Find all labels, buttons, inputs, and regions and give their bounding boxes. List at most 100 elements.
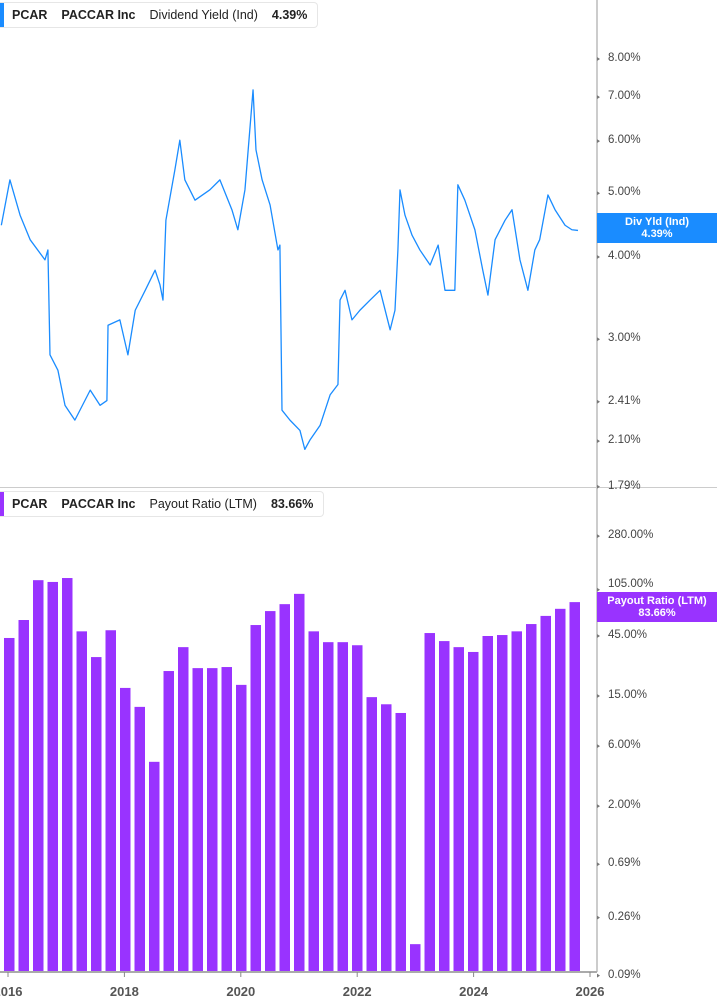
y-tick-mark [597, 587, 600, 592]
legend-ticker: PCAR [12, 8, 48, 22]
payout-bar [120, 687, 131, 972]
y-tick-mark [597, 255, 600, 259]
y-tick-mark [597, 337, 600, 342]
tag-label: Payout Ratio (LTM) [607, 595, 707, 607]
payout-bar [76, 631, 87, 972]
payout-bar [555, 608, 566, 972]
y-tick-mark [597, 973, 600, 978]
payout-bar [236, 684, 247, 972]
payout-bar [453, 647, 464, 972]
y-tick-mark [597, 804, 600, 809]
y-tick-label: 2.41% [608, 394, 641, 407]
legend-company: PACCAR Inc [61, 497, 136, 511]
y-tick-mark [597, 694, 600, 699]
payout-bar [308, 631, 319, 972]
payout-bar [279, 604, 290, 972]
y-tick-mark [597, 484, 600, 489]
legend-value: 4.39% [271, 8, 308, 22]
legend-ticker: PCAR [12, 497, 48, 511]
payout-bar [424, 633, 435, 972]
payout-bar [410, 944, 421, 972]
payout-bar [192, 668, 203, 972]
y-tick-label: 8.00% [608, 51, 641, 64]
payout-bar [540, 615, 551, 972]
payout-bar [207, 668, 218, 972]
payout-bar [91, 657, 102, 972]
x-tick-label: 2024 [459, 984, 489, 999]
y-tick-mark [597, 915, 600, 920]
payout-bar [366, 697, 377, 972]
payout-bar [569, 602, 580, 972]
payout-bar [163, 671, 174, 972]
payout-bar [395, 712, 406, 972]
div-yield-last-value-tag: Div Yld (Ind) 4.39% [597, 213, 717, 243]
payout-ratio-last-value-tag: Payout Ratio (LTM) 83.66% [597, 592, 717, 622]
payout-bar [323, 642, 334, 972]
y-tick-mark [597, 191, 600, 196]
payout-bar [250, 625, 261, 972]
payout-bar [18, 620, 29, 972]
payout-bar [221, 667, 232, 972]
payout-bar [105, 630, 116, 972]
payout-ratio-legend[interactable]: PCAR PACCAR Inc Payout Ratio (LTM) 83.66… [0, 491, 325, 517]
y-tick-label: 0.69% [608, 857, 641, 870]
y-tick-mark [597, 439, 600, 444]
payout-bar [381, 704, 392, 972]
y-tick-label: 3.00% [608, 332, 641, 345]
series-color-swatch [0, 492, 4, 516]
y-tick-label: 15.00% [608, 689, 648, 702]
y-tick-label: 1.79% [608, 479, 641, 492]
legend-metric: Payout Ratio (LTM) [149, 497, 257, 511]
y-tick-mark [597, 399, 600, 404]
series-color-swatch [0, 3, 4, 27]
payout-bar [511, 631, 522, 972]
payout-bar [4, 637, 15, 972]
payout-bar [352, 645, 363, 972]
payout-bar [47, 581, 58, 972]
y-tick-label: 2.00% [608, 799, 641, 812]
y-tick-label: 6.00% [608, 739, 641, 752]
payout-ratio-panel [4, 578, 580, 972]
dividend-yield-legend[interactable]: PCAR PACCAR Inc Dividend Yield (Ind) 4.3… [0, 2, 319, 28]
payout-bar [482, 636, 493, 972]
dividend-yield-line [0, 89, 579, 451]
axes [0, 0, 717, 978]
legend-value: 83.66% [270, 497, 314, 511]
y-tick-label: 5.00% [608, 186, 641, 199]
y-tick-mark [597, 634, 600, 638]
x-tick-label: 2018 [109, 984, 139, 999]
payout-bar [468, 651, 479, 972]
tag-value: 83.66% [638, 607, 676, 619]
payout-bar [526, 624, 537, 972]
payout-bar [294, 593, 305, 972]
y-tick-label: 0.26% [608, 910, 641, 923]
payout-bar [439, 641, 450, 972]
legend-company: PACCAR Inc [61, 8, 136, 22]
payout-bar [149, 761, 160, 972]
payout-bar [62, 578, 73, 972]
y-tick-label: 7.00% [608, 90, 641, 103]
y-tick-label: 6.00% [608, 134, 641, 147]
x-tick-label: 2016 [0, 984, 23, 999]
payout-bar [337, 642, 348, 972]
legend-metric: Dividend Yield (Ind) [149, 8, 258, 22]
y-tick-label: 4.00% [608, 250, 641, 262]
y-tick-mark [597, 56, 600, 61]
y-tick-mark [597, 139, 600, 144]
y-tick-label: 45.00% [608, 629, 648, 641]
y-tick-label: 105.00% [608, 578, 654, 590]
tag-label: Div Yld (Ind) [625, 216, 689, 228]
y-tick-mark [597, 95, 600, 100]
payout-bar [497, 635, 508, 972]
tag-value: 4.39% [641, 228, 673, 240]
y-tick-label: 280.00% [608, 529, 654, 542]
payout-bar [33, 580, 44, 972]
x-tick-label: 2026 [575, 984, 605, 999]
y-tick-label: 0.09% [608, 968, 641, 981]
payout-bar [134, 706, 145, 972]
y-tick-label: 2.10% [608, 434, 641, 447]
y-tick-mark [597, 534, 600, 539]
x-tick-label: 2020 [226, 984, 256, 999]
dividend-yield-panel [0, 89, 579, 451]
